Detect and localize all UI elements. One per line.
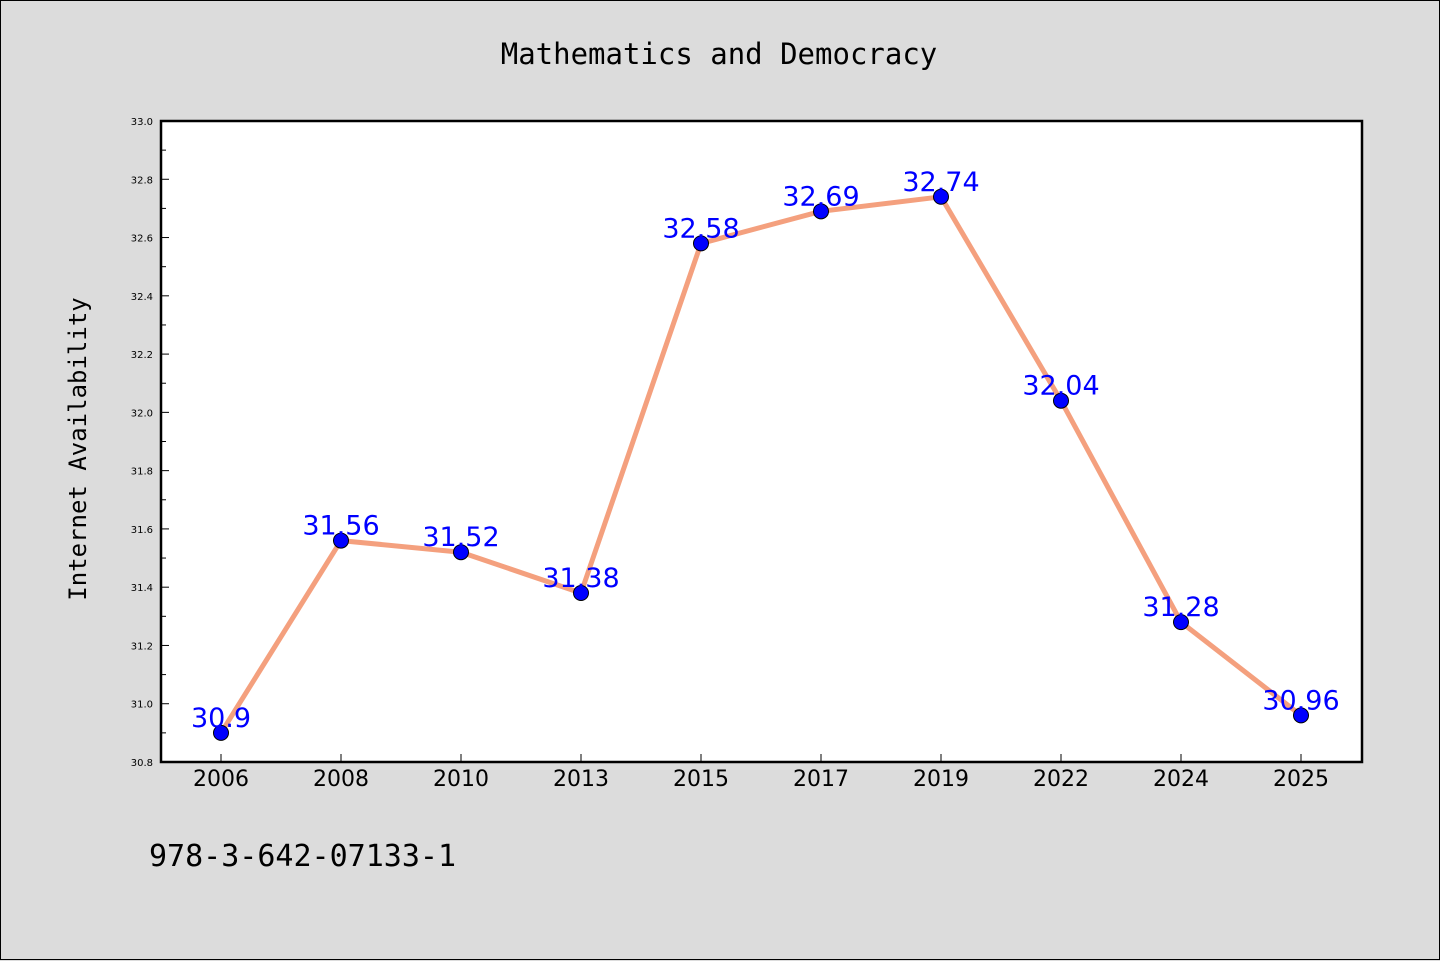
data-point: [1053, 392, 1069, 409]
x-tick-label: 2006: [193, 767, 249, 792]
data-label: 31.28: [1142, 592, 1219, 623]
data-label: 32.04: [1022, 371, 1099, 402]
data-point: [933, 188, 949, 205]
x-axis: 2006 2008 2010 2013 2015 2017 2019 2022 2024 2025: [193, 754, 1329, 792]
y-tick-label: 31.0: [131, 700, 153, 711]
data-labels: 30.9 31.56 31.52 31.38 32.58 32.69 32.74 32.04 3…: [191, 167, 1340, 734]
y-tick-label: 32.8: [131, 175, 153, 186]
x-tick-label: 2019: [913, 767, 969, 792]
plot-area: [159, 119, 1364, 764]
data-point: [813, 203, 829, 220]
y-tick-label: 33.0: [131, 117, 153, 128]
y-tick-label: 31.6: [131, 525, 153, 536]
y-tick-label: 31.8: [131, 467, 153, 478]
data-point: [453, 544, 469, 561]
data-label: 32.58: [662, 213, 739, 244]
x-tick-label: 2025: [1273, 767, 1329, 792]
y-tick-label: 30.8: [131, 758, 153, 769]
y-axis: 30.8 31.0 31.2 31.4 31.6 31.8 32.0 32.2 32.4 32.6…: [131, 117, 169, 769]
data-label: 32.74: [902, 167, 979, 198]
x-tick-label: 2017: [793, 767, 849, 792]
y-tick-label: 32.2: [131, 350, 153, 361]
x-tick-label: 2008: [313, 767, 369, 792]
y-tick-label: 31.2: [131, 641, 153, 652]
x-tick-label: 2010: [433, 767, 489, 792]
y-axis-label: Internet Availability: [64, 297, 92, 600]
footer-code: 978-3-642-07133-1: [149, 839, 456, 874]
data-point: [1173, 614, 1189, 631]
x-tick-label: 2015: [673, 767, 729, 792]
y-tick-label: 32.4: [131, 292, 153, 303]
series-line: [218, 194, 1303, 735]
y-tick-label: 31.4: [131, 583, 153, 594]
data-point: [573, 585, 589, 602]
data-point: [1293, 707, 1309, 724]
y-tick-label: 32.6: [131, 234, 153, 245]
x-tick-label: 2024: [1153, 767, 1209, 792]
data-markers: [213, 188, 1309, 741]
x-tick-label: 2022: [1033, 767, 1089, 792]
data-point: [333, 532, 349, 549]
data-point: [213, 724, 229, 741]
x-tick-label: 2013: [553, 767, 609, 792]
data-label: 31.38: [542, 563, 619, 594]
chart-title: Mathematics and Democracy: [501, 37, 938, 71]
data-label: 30.9: [191, 703, 251, 734]
data-label: 32.69: [782, 181, 859, 212]
y-tick-label: 32.0: [131, 408, 153, 419]
data-point: [693, 235, 709, 252]
data-label: 31.52: [422, 522, 499, 553]
data-label: 31.56: [302, 511, 379, 542]
data-label: 30.96: [1262, 685, 1339, 716]
